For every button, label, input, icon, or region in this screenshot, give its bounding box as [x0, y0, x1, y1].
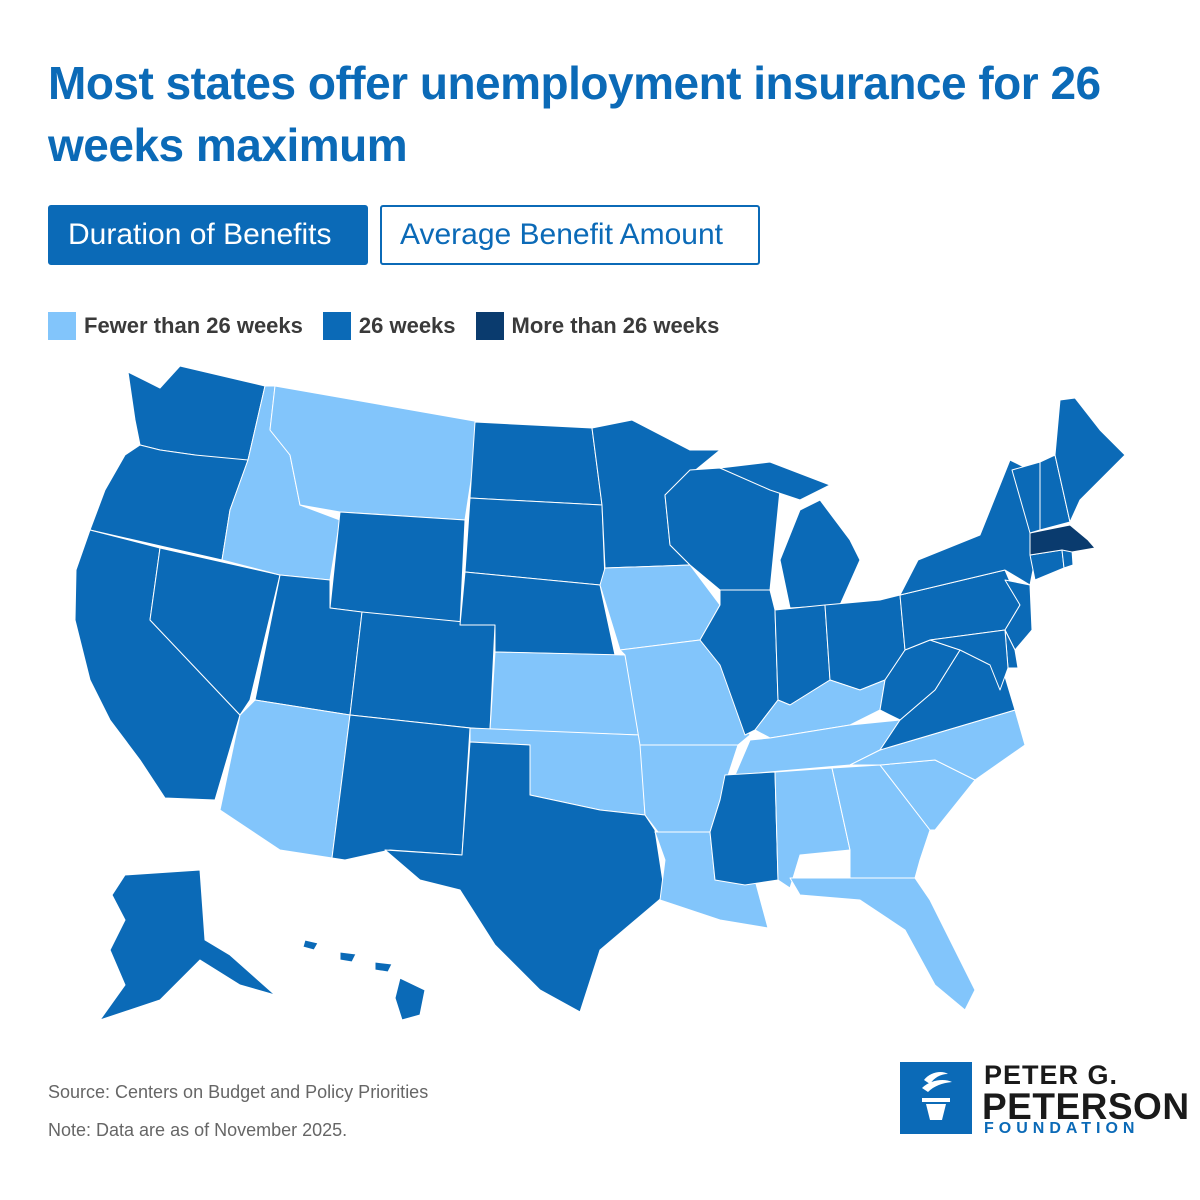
state-RI[interactable]	[1061, 549, 1074, 569]
state-FL[interactable]	[789, 877, 976, 1011]
page-title: Most states offer unemployment insurance…	[48, 57, 1101, 171]
tab-average-benefit-amount[interactable]: Average Benefit Amount	[380, 205, 760, 265]
data-note: Note: Data are as of November 2025.	[48, 1120, 348, 1140]
legend-label-standard: 26 weeks	[358, 313, 456, 338]
logo-line-foundation: FOUNDATION	[984, 1120, 1140, 1137]
state-IL[interactable]	[699, 589, 779, 736]
state-SD[interactable]	[464, 497, 606, 586]
peterson-foundation-logo: PETER G. PETERSON FOUNDATION	[900, 1060, 1189, 1142]
state-MD[interactable]	[929, 629, 1009, 691]
logo-line-peterson: PETERSON	[982, 1086, 1190, 1127]
state-ME[interactable]	[1054, 397, 1126, 523]
state-MA[interactable]	[1029, 524, 1096, 556]
legend-item-more: More than 26 weeks	[475, 312, 720, 340]
tab-duration-of-benefits[interactable]: Duration of Benefits	[48, 205, 368, 265]
map-legend: Fewer than 26 weeks 26 weeks More than 2…	[48, 312, 739, 340]
state-MI[interactable]	[719, 461, 861, 609]
source-note: Source: Centers on Budget and Policy Pri…	[48, 1082, 429, 1102]
state-WY[interactable]	[329, 511, 466, 626]
state-AZ[interactable]	[219, 699, 351, 859]
state-AK[interactable]	[99, 869, 276, 1021]
legend-swatch-more	[475, 312, 504, 340]
legend-swatch-fewer	[48, 312, 76, 340]
us-state-map	[74, 365, 1126, 1021]
state-CO[interactable]	[349, 611, 496, 731]
state-MT[interactable]	[269, 385, 481, 521]
legend-label-more: More than 26 weeks	[511, 313, 720, 338]
torch-icon	[900, 1062, 972, 1134]
logo-line-peter-g: PETER G.	[984, 1060, 1119, 1090]
state-HI[interactable]	[302, 939, 426, 1021]
legend-swatch-standard	[322, 312, 351, 340]
legend-item-fewer: Fewer than 26 weeks	[48, 312, 303, 340]
legend-label-fewer: Fewer than 26 weeks	[84, 313, 303, 338]
state-NM[interactable]	[331, 714, 471, 861]
state-NV[interactable]	[149, 547, 281, 716]
state-TX[interactable]	[384, 741, 666, 1013]
legend-item-standard: 26 weeks	[322, 312, 456, 340]
state-ND[interactable]	[469, 421, 603, 506]
state-KS[interactable]	[489, 651, 641, 736]
